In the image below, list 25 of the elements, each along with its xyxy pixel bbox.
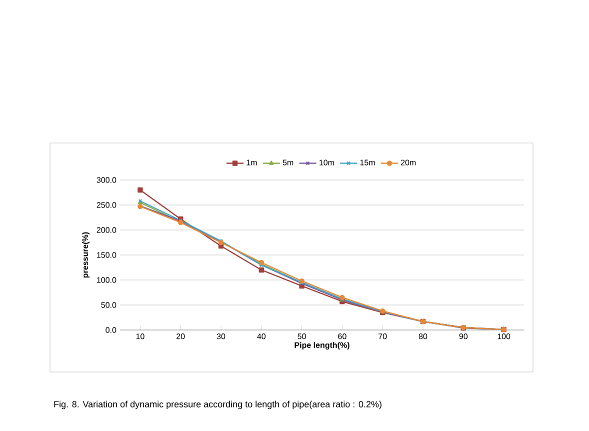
- y-tick-label: 200.0: [96, 227, 116, 233]
- x-tick-label: 40: [257, 334, 266, 340]
- y-tick-label: 50.0: [101, 302, 116, 308]
- x-tick-label: 50: [298, 334, 306, 340]
- legend-label: 10m: [320, 160, 334, 166]
- legend-label: 20m: [400, 160, 416, 166]
- legend-label: 1m: [246, 160, 257, 166]
- y-tick-label: 250.0: [96, 202, 116, 208]
- legend-label: 5m: [282, 160, 294, 166]
- x-tick-label: 90: [459, 334, 468, 340]
- x-tick-label: 10: [136, 334, 144, 340]
- y-axis-title: pressure(%): [82, 232, 90, 278]
- x-tick-label: 100: [498, 334, 510, 340]
- y-tick-label: 300.0: [96, 177, 116, 183]
- x-tick-label: 30: [216, 334, 226, 340]
- caption: Fig. 8. Variation of dynamic pressure according to length of pipe(area ratio : 0.2%): [54, 400, 382, 410]
- x-tick-label: 70: [378, 334, 387, 340]
- y-tick-label: 0.0: [106, 327, 116, 333]
- x-tick-label: 80: [418, 334, 428, 340]
- x-tick-label: 60: [338, 334, 346, 340]
- legend-label: 15m: [360, 160, 375, 166]
- y-tick-label: 150.0: [97, 252, 116, 258]
- x-axis-title: Pipe length(%): [294, 342, 350, 350]
- x-tick-label: 20: [176, 334, 185, 340]
- y-tick-label: 100.0: [97, 277, 116, 283]
